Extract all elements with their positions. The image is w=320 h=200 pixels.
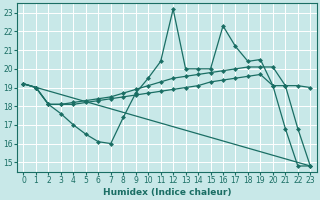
X-axis label: Humidex (Indice chaleur): Humidex (Indice chaleur): [103, 188, 231, 197]
